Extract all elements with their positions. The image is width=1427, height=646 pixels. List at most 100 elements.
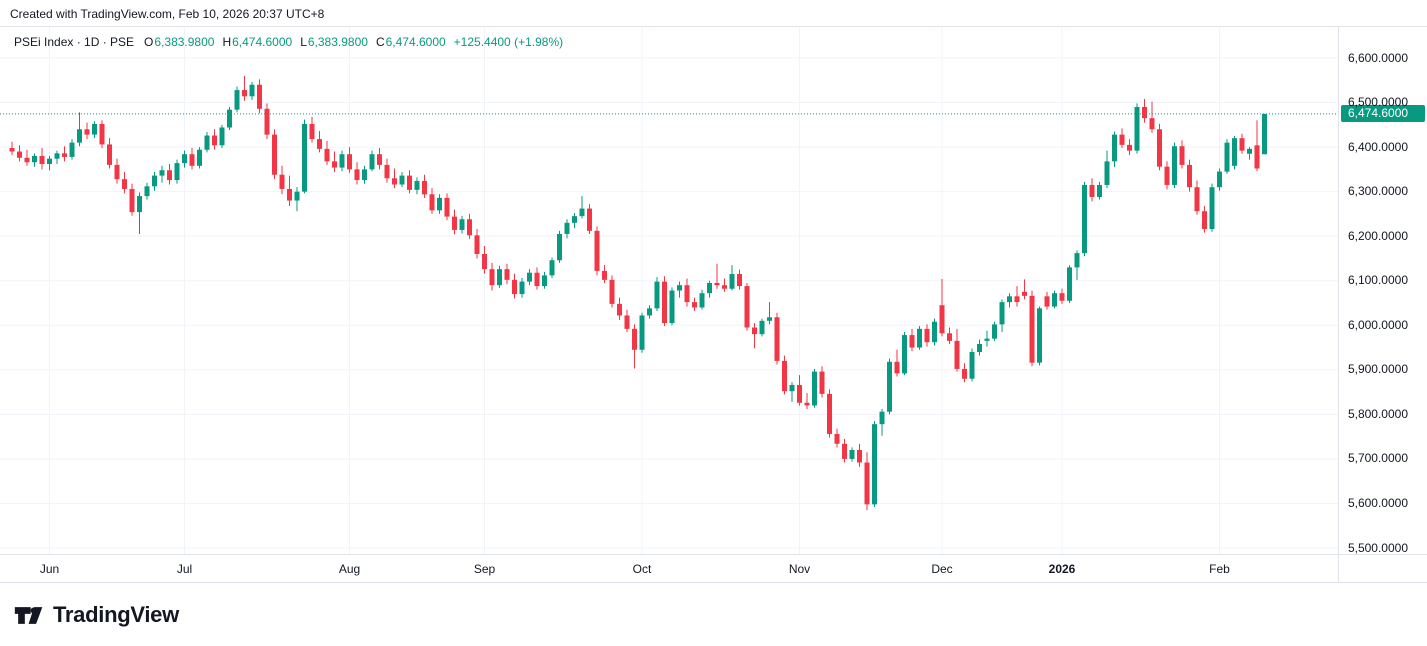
candle-body-up: [152, 175, 157, 187]
candle-body-down: [1022, 291, 1027, 296]
candle-body-down: [467, 219, 472, 236]
candle-body-up: [69, 142, 75, 157]
candle-body-up: [47, 158, 52, 165]
candle-body-down: [954, 340, 960, 369]
price-axis-border: [1338, 27, 1339, 583]
candle-body-up: [204, 135, 210, 150]
candle-body-down: [309, 123, 315, 140]
candle-body-down: [632, 328, 637, 350]
time-axis-tick: Oct: [632, 562, 652, 576]
candle-body-up: [872, 424, 877, 505]
candle-body-up: [144, 186, 150, 197]
candle-body-down: [1179, 146, 1185, 165]
candle-body-down: [1202, 211, 1207, 230]
candle-body-down: [662, 281, 667, 324]
candle-body-up: [572, 216, 577, 223]
candle-body-down: [444, 197, 450, 217]
time-axis[interactable]: Jun Jul Aug Sep Oct Nov Dec 2026 Feb: [0, 555, 1338, 583]
candle-body-down: [62, 153, 67, 157]
candle-body-up: [1134, 107, 1140, 151]
candle-body-down: [167, 170, 172, 181]
candle-body-down: [392, 178, 397, 185]
candle-body-down: [534, 272, 540, 287]
candle-body-up: [1262, 113, 1267, 155]
candle-body-up: [339, 154, 345, 168]
candle-body-down: [752, 327, 757, 335]
candle-body-down: [587, 208, 592, 231]
candle-body-up: [234, 90, 240, 110]
candle-body-up: [527, 272, 532, 282]
candle-body-down: [1029, 295, 1035, 363]
candle-body-down: [744, 286, 750, 328]
candle-body-down: [857, 450, 862, 463]
candle-body-down: [842, 443, 847, 459]
candle-body-down: [272, 134, 277, 175]
candle-body-down: [774, 317, 780, 361]
candle-body-up: [1217, 171, 1222, 188]
change-absolute: +125.4400: [453, 35, 511, 49]
candle-body-down: [1254, 145, 1260, 169]
candle-body-up: [1209, 187, 1215, 230]
candle-body-up: [302, 123, 307, 192]
candle-body-down: [1194, 187, 1200, 212]
candle-body-down: [737, 274, 742, 287]
price-axis-tick: 5,700.0000: [1347, 451, 1408, 466]
candle-body-down: [684, 285, 690, 303]
candle-body-up: [669, 290, 675, 324]
tradingview-logo-link[interactable]: TradingView: [14, 602, 179, 628]
candle-body-down: [407, 175, 412, 190]
candle-body-up: [992, 324, 997, 339]
candle-body-up: [249, 84, 255, 97]
candle-body-down: [317, 139, 322, 149]
candle-body-up: [414, 180, 420, 190]
price-axis-tick: 5,600.0000: [1347, 495, 1408, 510]
chart-pane[interactable]: [0, 27, 1338, 554]
candle-body-up: [677, 285, 682, 291]
candle-body-down: [1119, 134, 1125, 145]
candle-body-up: [362, 169, 367, 181]
candle-body-down: [422, 180, 427, 195]
candle-body-down: [819, 371, 825, 394]
candle-body-down: [264, 108, 270, 135]
candle-body-up: [294, 191, 300, 201]
candle-body-down: [377, 154, 382, 165]
candle-body-down: [939, 305, 945, 334]
candle-body-up: [219, 127, 225, 146]
candle-body-down: [782, 360, 787, 392]
candle-body-up: [54, 153, 60, 159]
candle-body-down: [347, 154, 352, 170]
price-axis-tick: 6,100.0000: [1347, 273, 1408, 288]
candle-body-up: [459, 219, 465, 230]
candle-body-up: [654, 281, 660, 309]
candle-body-down: [324, 148, 330, 162]
ohlc-value: 6,474.6000: [232, 35, 293, 49]
candle-body-down: [24, 157, 30, 163]
candle-body-up: [789, 384, 795, 392]
candle-body-up: [699, 293, 705, 308]
candle-body-down: [84, 129, 90, 135]
price-axis-tick: 6,600.0000: [1347, 50, 1408, 65]
candle-body-up: [729, 274, 735, 289]
time-axis-tick: 2026: [1048, 562, 1076, 576]
candle-body-up: [1052, 293, 1057, 307]
ohlc-value: 6,474.6000: [385, 35, 446, 49]
candle-body-up: [437, 197, 442, 211]
candle-body-down: [797, 384, 802, 403]
candle-body-down: [1014, 296, 1020, 303]
candle-body-up: [707, 282, 712, 294]
candle-body-down: [722, 285, 727, 289]
candle-body-up: [369, 154, 375, 170]
candle-body-up: [1112, 134, 1117, 162]
candle-body-up: [32, 156, 37, 163]
candle-body-down: [924, 328, 930, 343]
time-axis-tick: Aug: [338, 562, 361, 576]
price-axis[interactable]: 6,474.6000 6,600.0000 6,500.0000 6,400.000…: [1339, 27, 1427, 555]
candle-body-down: [279, 174, 285, 189]
change-percent: (+1.98%): [514, 35, 564, 49]
attribution-text: Created with TradingView.com, Feb 10, 20…: [10, 7, 325, 21]
candle-body-up: [1074, 253, 1080, 268]
candle-body-up: [1037, 308, 1042, 363]
candle-body-up: [564, 222, 570, 234]
candle-body-up: [174, 163, 180, 181]
candle-body-up: [984, 338, 990, 341]
